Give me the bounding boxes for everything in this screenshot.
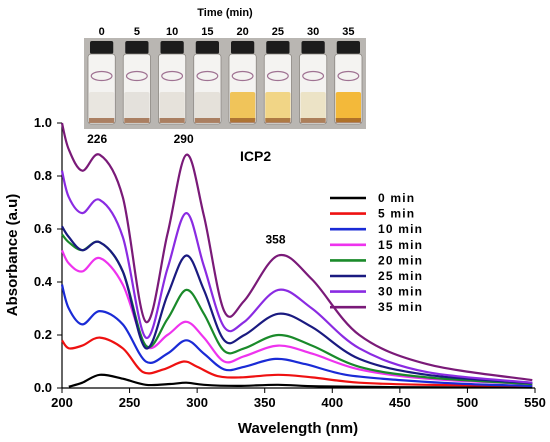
- vial-sediment: [300, 118, 326, 123]
- x-tick-label: 300: [186, 395, 208, 410]
- vial-liquid: [230, 92, 256, 122]
- vial: [87, 41, 116, 125]
- photo-time-label: 25: [272, 26, 284, 38]
- y-tick-label: 0.8: [34, 168, 52, 183]
- photo-title: Time (min): [197, 7, 253, 19]
- y-tick-label: 0.0: [34, 380, 52, 395]
- vial-liquid: [194, 92, 220, 122]
- vial-cap: [231, 41, 255, 54]
- photo-time-label: 20: [237, 26, 249, 38]
- peak-label: 358: [266, 233, 286, 247]
- series-lines: [60, 122, 533, 389]
- vial-label: [196, 70, 219, 82]
- vial-photo-svg: Time (min) 0 5 10 15 20 25 30 35: [84, 7, 366, 129]
- vial-liquid: [300, 92, 326, 122]
- vial: [228, 41, 257, 125]
- peak-label: 226: [87, 132, 107, 146]
- vial-label: [266, 70, 289, 82]
- vial-sediment: [230, 118, 256, 123]
- vial-row: [87, 41, 363, 125]
- vial-cap: [90, 41, 114, 54]
- vial-label: [302, 70, 325, 82]
- x-tick-label: 400: [321, 395, 343, 410]
- vial-cap: [160, 41, 184, 54]
- photo-time-label: 0: [99, 26, 105, 38]
- y-axis-title: Absorbance (a.u): [4, 194, 21, 317]
- vial-sediment: [159, 118, 185, 123]
- photo-time-label: 5: [134, 26, 140, 38]
- vial: [299, 41, 328, 125]
- vial: [193, 41, 222, 125]
- sample-label: ICP2: [240, 148, 271, 164]
- vial: [263, 41, 292, 125]
- legend-label: 25 min: [378, 269, 423, 283]
- vial: [158, 41, 187, 125]
- x-tick-label: 350: [254, 395, 276, 410]
- legend-label: 20 min: [378, 253, 423, 267]
- photo-time-label: 10: [166, 26, 178, 38]
- series-line-1: [61, 336, 533, 387]
- vial-sediment: [194, 118, 220, 123]
- x-tick-label: 500: [457, 395, 479, 410]
- photo-time-label: 35: [342, 26, 354, 38]
- photo-time-labels: 0 5 10 15 20 25 30 35: [99, 26, 355, 38]
- series-line-5: [61, 225, 533, 385]
- x-tick-label: 250: [119, 395, 141, 410]
- vial-liquid: [159, 92, 185, 122]
- vial-liquid: [335, 92, 361, 122]
- vial-photo-panel: Time (min) 0 5 10 15 20 25 30 35: [84, 2, 366, 129]
- series-line-3: [60, 249, 533, 386]
- vial-label: [231, 70, 254, 82]
- y-tick-label: 0.4: [34, 274, 53, 289]
- peak-label: 290: [174, 132, 194, 146]
- legend-label: 35 min: [378, 300, 423, 314]
- vial-label: [125, 70, 148, 82]
- vial-sediment: [335, 118, 361, 123]
- vial-label: [337, 70, 360, 82]
- vial-cap: [125, 41, 149, 54]
- x-tick-label: 550: [524, 395, 546, 410]
- series-line-0: [68, 373, 533, 389]
- photo-time-label: 15: [201, 26, 213, 38]
- vial-sediment: [89, 118, 115, 123]
- legend-label: 10 min: [378, 222, 423, 236]
- vial-liquid: [265, 92, 291, 122]
- vial-label: [90, 70, 113, 82]
- vial-cap: [336, 41, 360, 54]
- y-tick-label: 1.0: [34, 115, 52, 130]
- vial-sediment: [265, 118, 291, 123]
- x-axis-title: Wavelength (nm): [238, 420, 358, 437]
- vial-sediment: [124, 118, 150, 123]
- peak-labels: 226 290 358: [87, 132, 286, 247]
- x-tick-label: 200: [51, 395, 73, 410]
- x-tick-label: 450: [389, 395, 411, 410]
- y-tick-label: 0.2: [34, 327, 52, 342]
- vial: [122, 41, 151, 125]
- series-line-6: [60, 170, 533, 384]
- series-line-2: [60, 284, 533, 387]
- vial-cap: [195, 41, 219, 54]
- legend-label: 5 min: [378, 207, 415, 221]
- vial-cap: [301, 41, 325, 54]
- photo-time-label: 30: [307, 26, 319, 38]
- legend-label: 15 min: [378, 238, 423, 252]
- legend-label: 0 min: [378, 191, 415, 205]
- x-ticks: 200 250 300 350 400 450 500 550: [51, 388, 546, 410]
- vial: [334, 41, 363, 125]
- vial-liquid: [89, 92, 115, 122]
- vial-label: [161, 70, 184, 82]
- y-tick-label: 0.6: [34, 221, 52, 236]
- legend-label: 30 min: [378, 285, 423, 299]
- vial-liquid: [124, 92, 150, 122]
- series-line-7: [60, 122, 533, 382]
- y-ticks: 0.0 0.2 0.4 0.6 0.8 1.0: [34, 115, 62, 395]
- vial-cap: [266, 41, 290, 54]
